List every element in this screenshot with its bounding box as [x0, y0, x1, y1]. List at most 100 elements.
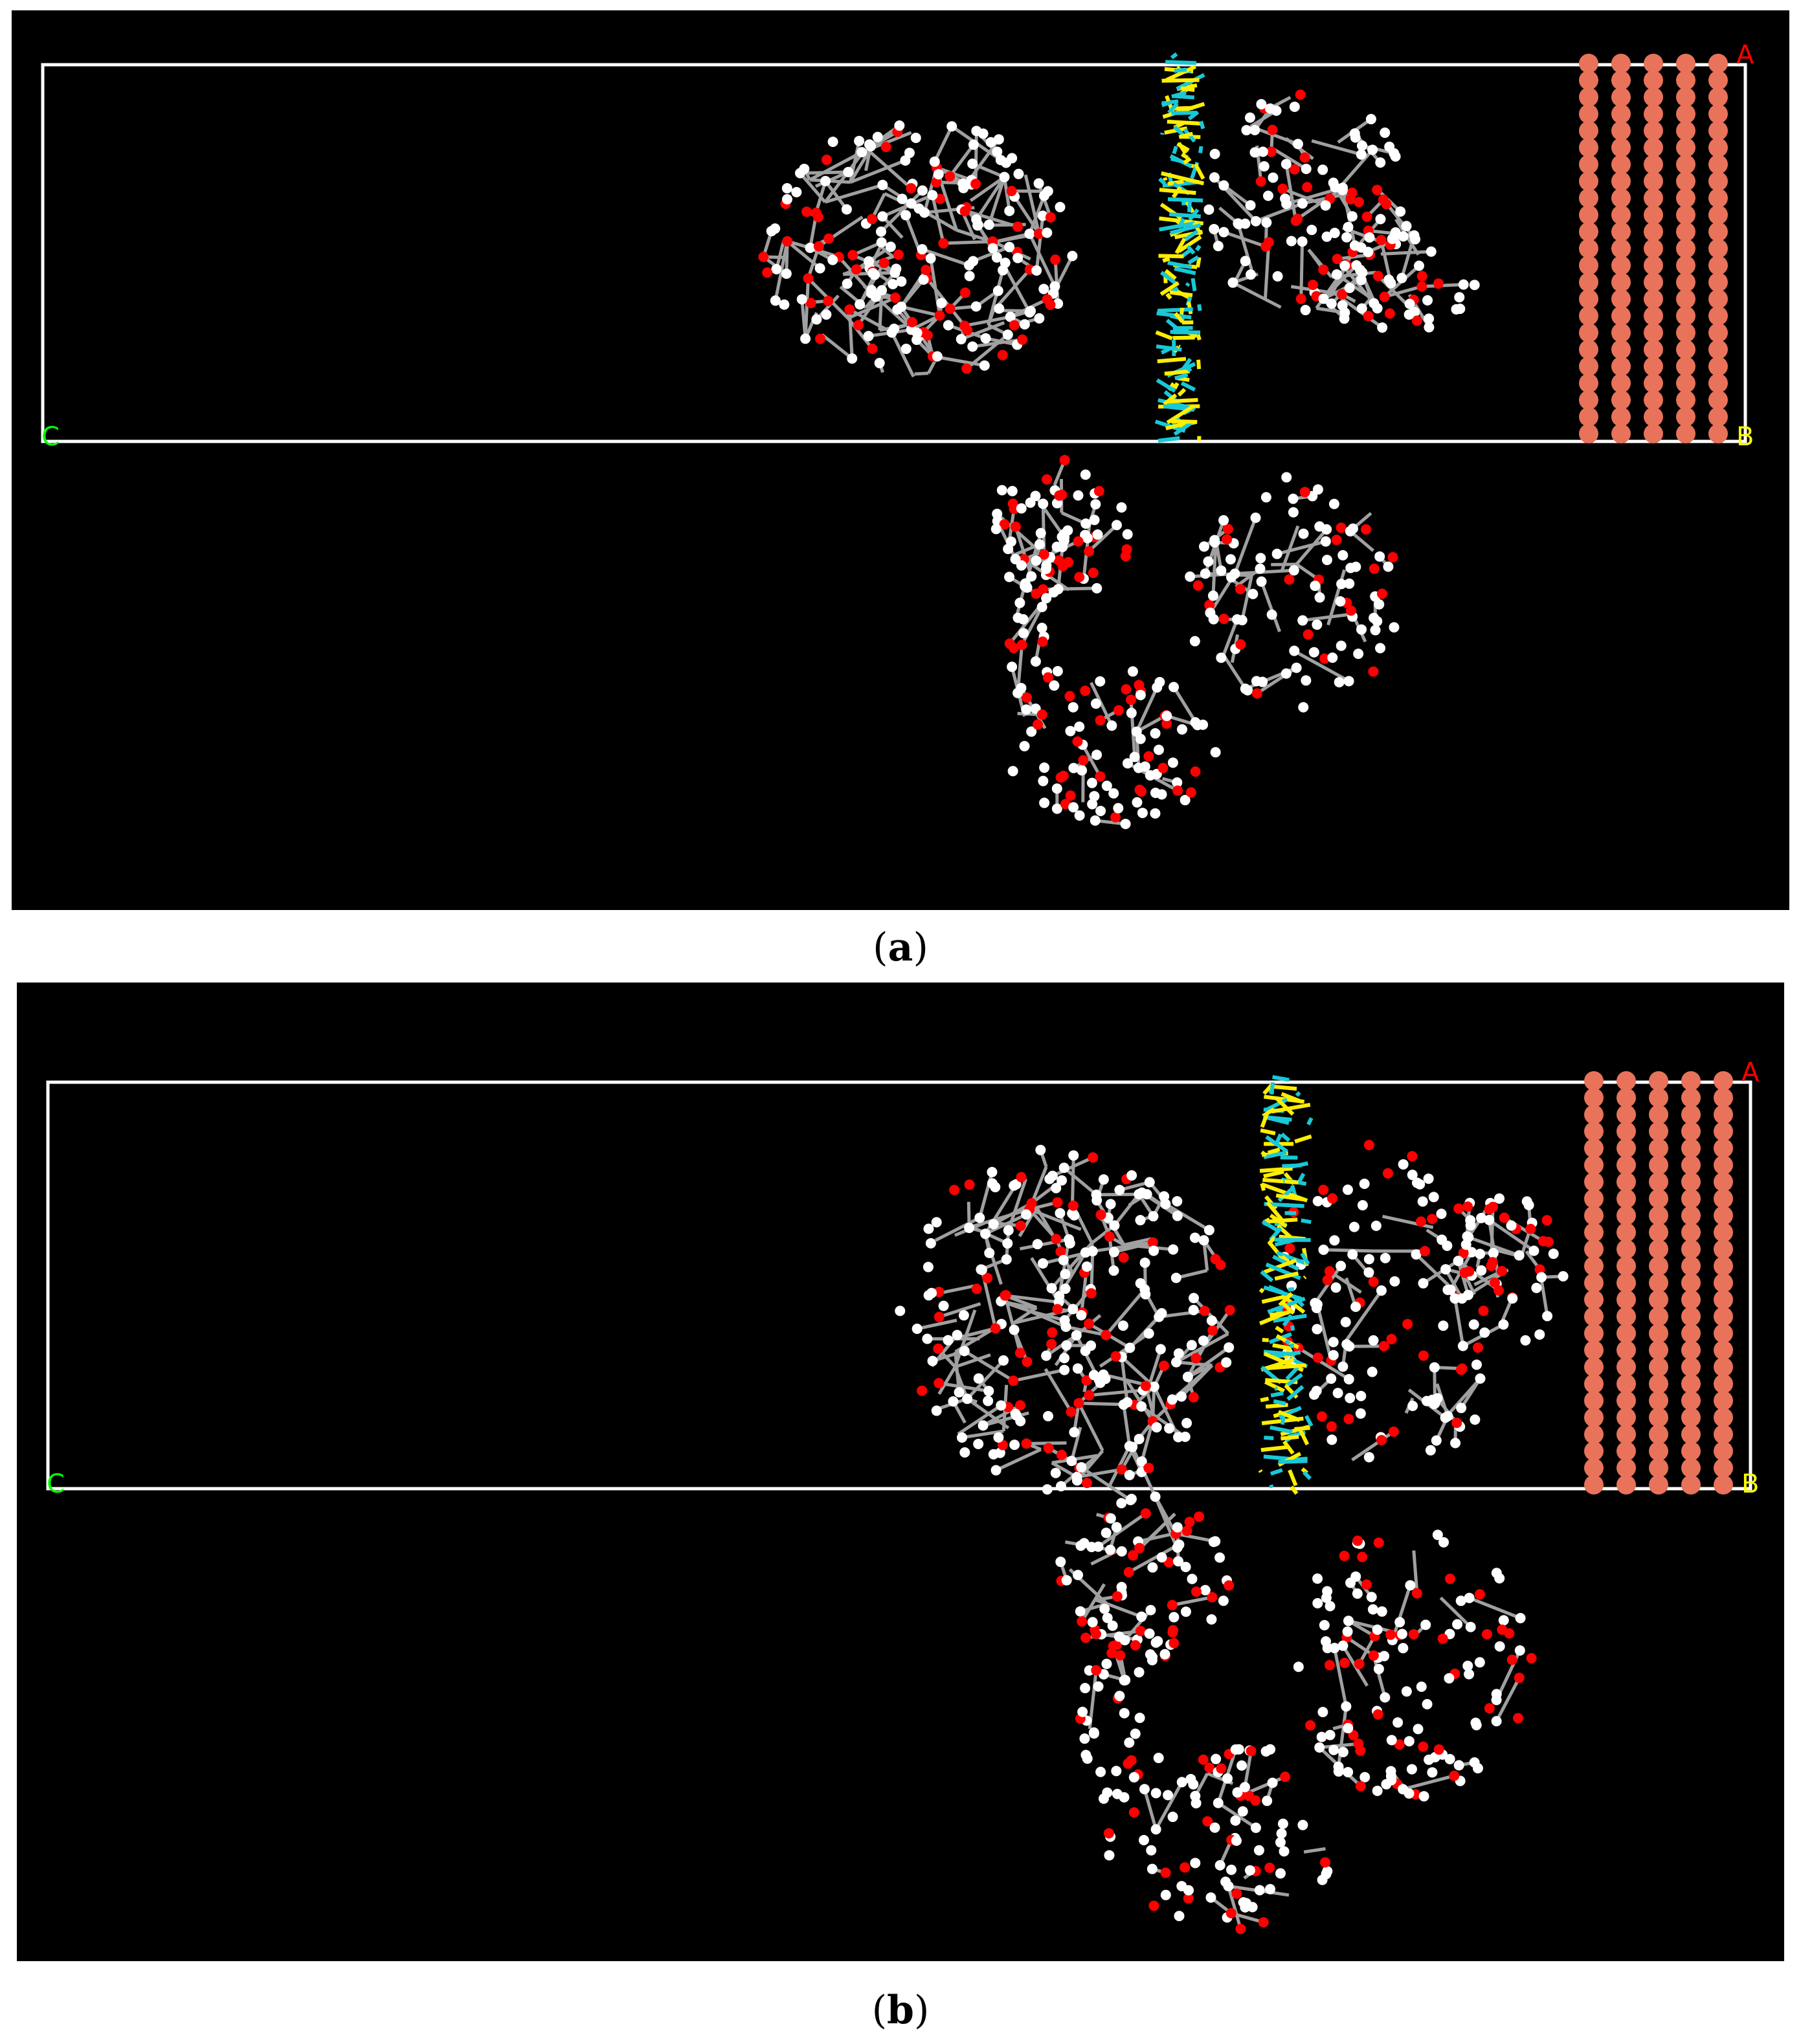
hydrogen-atom — [1188, 1293, 1199, 1304]
hydrogen-atom — [1014, 597, 1025, 608]
oxygen-atom — [1115, 1650, 1126, 1661]
hydrogen-atom — [1288, 507, 1299, 518]
hydrogen-atom — [999, 172, 1010, 183]
hydrogen-atom — [1007, 661, 1018, 672]
hydrogen-atom — [1188, 1305, 1199, 1316]
hydrogen-atom — [1160, 1199, 1171, 1210]
hydrogen-atom — [1475, 1373, 1486, 1384]
hydrogen-atom — [1276, 1828, 1287, 1839]
hydrogen-atom — [1289, 101, 1300, 112]
copper-atom — [1714, 1307, 1733, 1326]
hydrogen-atom — [1326, 298, 1337, 309]
oxygen-atom — [1458, 1247, 1469, 1258]
oxygen-atom — [1090, 1628, 1101, 1639]
oxygen-atom — [1169, 1638, 1180, 1649]
hydrogen-atom — [1155, 1344, 1166, 1355]
oxygen-atom — [1408, 1628, 1419, 1639]
hydrogen-atom — [1277, 1818, 1288, 1829]
oxygen-atom — [1316, 1411, 1327, 1422]
hydrogen-atom — [1074, 721, 1085, 732]
hydrogen-atom — [1506, 1220, 1517, 1231]
hydrogen-atom — [1188, 1779, 1199, 1790]
hydrogen-atom — [1041, 1350, 1052, 1361]
copper-atom — [1616, 1391, 1636, 1410]
oxygen-atom — [1235, 1924, 1246, 1935]
hydrogen-atom — [1337, 1361, 1348, 1372]
hydrogen-atom — [1077, 1706, 1088, 1717]
oxygen-atom — [1320, 1857, 1331, 1868]
copper-atom — [1714, 1105, 1733, 1124]
hydrogen-atom — [1385, 278, 1396, 289]
oxygen-atom — [1407, 1151, 1418, 1162]
hydrogen-atom — [854, 135, 865, 146]
hydrogen-atom — [1218, 180, 1229, 191]
hydrogen-atom — [1404, 309, 1415, 320]
hydrogen-atom — [1104, 1850, 1115, 1861]
hydrogen-atom — [1476, 1212, 1487, 1223]
hydrogen-atom — [1368, 1335, 1379, 1346]
hydrogen-atom — [1275, 1868, 1286, 1879]
oxygen-atom — [1184, 1516, 1195, 1527]
oxygen-atom — [1128, 1807, 1139, 1818]
hydrogen-atom — [1240, 1782, 1251, 1793]
hydrogen-atom — [1342, 1184, 1353, 1195]
hydrogen-atom — [770, 295, 781, 306]
oxygen-atom — [1198, 1754, 1209, 1765]
hydrogen-atom — [1145, 770, 1156, 781]
oxygen-atom — [1080, 685, 1091, 696]
hydrogen-atom — [1268, 172, 1279, 183]
hydrogen-atom — [1105, 1199, 1116, 1210]
copper-atom — [1584, 1155, 1604, 1175]
hydrogen-atom — [827, 254, 838, 265]
hydrogen-atom — [1203, 204, 1214, 215]
hydrogen-atom — [1426, 246, 1437, 257]
oxygen-atom — [1046, 1339, 1057, 1350]
hydrogen-atom — [1214, 1552, 1225, 1563]
copper-atom — [1649, 1071, 1668, 1091]
polymer-molecule — [758, 89, 1480, 829]
hydrogen-atom — [1316, 1731, 1327, 1742]
hydrogen-atom — [1200, 568, 1211, 579]
oxygen-atom — [1416, 271, 1427, 282]
copper-atom — [1714, 1239, 1733, 1259]
copper-atom — [1649, 1189, 1668, 1208]
copper-atom — [1644, 424, 1663, 443]
hydrogen-atom — [1030, 491, 1041, 502]
hydrogen-atom — [1200, 1584, 1211, 1595]
oxygen-atom — [1493, 1285, 1504, 1296]
hydrogen-atom — [1136, 1401, 1147, 1412]
copper-atom — [1579, 54, 1598, 73]
oxygen-atom — [1065, 790, 1076, 801]
hydrogen-atom — [1240, 256, 1251, 267]
hydrogen-atom — [1046, 1283, 1057, 1294]
hydrogen-atom — [1150, 728, 1161, 739]
oxygen-atom — [1376, 234, 1387, 245]
copper-atom — [1611, 87, 1631, 107]
hydrogen-atom — [1082, 533, 1093, 544]
oxygen-atom — [1373, 1537, 1384, 1548]
oxygen-atom — [1284, 1243, 1295, 1254]
oxygen-atom — [1016, 639, 1027, 650]
hydrogen-atom — [1183, 1885, 1194, 1896]
hydrogen-atom — [970, 301, 981, 312]
hydrogen-atom — [1337, 1640, 1348, 1651]
oxygen-atom — [1382, 1168, 1393, 1179]
hydrogen-atom — [791, 186, 802, 197]
hydrogen-atom — [1376, 1606, 1387, 1617]
hydrogen-atom — [987, 1166, 998, 1177]
copper-atom — [1644, 172, 1663, 191]
hydrogen-atom — [1381, 1779, 1392, 1790]
hydrogen-atom — [1055, 1208, 1066, 1219]
hydrogen-atom — [863, 331, 874, 342]
oxygen-atom — [1202, 1816, 1213, 1827]
copper-atom — [1649, 1374, 1668, 1394]
oxygen-atom — [1192, 580, 1203, 591]
hydrogen-atom — [1281, 198, 1292, 209]
copper-atom — [1676, 121, 1695, 140]
oxygen-atom — [1525, 1223, 1536, 1234]
hydrogen-atom — [1087, 1246, 1098, 1257]
hydrogen-atom — [1312, 1598, 1323, 1609]
oxygen-atom — [1121, 683, 1132, 694]
hydrogen-atom — [1075, 1606, 1086, 1617]
oxygen-atom — [1042, 474, 1053, 485]
